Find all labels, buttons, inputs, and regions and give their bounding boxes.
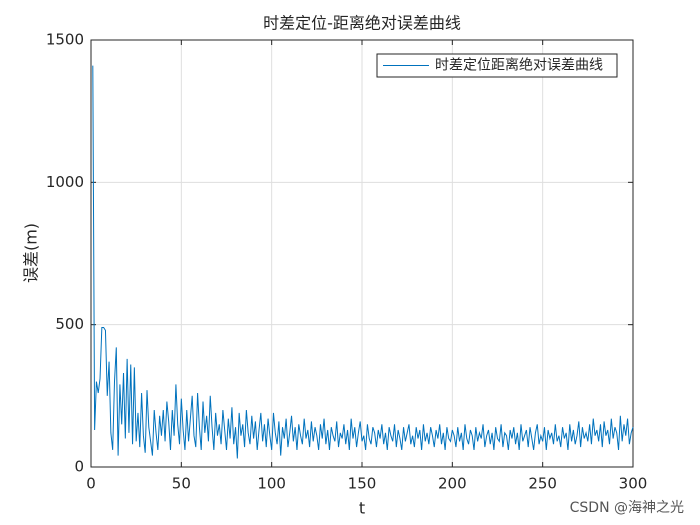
data-line: [92, 65, 634, 459]
x-tick-label: 0: [86, 475, 96, 493]
x-axis-label: t: [359, 499, 365, 518]
y-tick-label: 1000: [46, 173, 84, 191]
x-tick-label: 100: [257, 475, 286, 493]
x-tick-label: 250: [528, 475, 557, 493]
y-tick-label: 0: [74, 458, 84, 476]
legend-box: [376, 53, 618, 78]
axes-box: [90, 39, 634, 468]
x-tick-label: 200: [438, 475, 467, 493]
y-axis-label: 误差(m): [22, 223, 41, 283]
y-tick-label: 1500: [46, 31, 84, 49]
x-tick-label: 150: [348, 475, 377, 493]
watermark: CSDN @海神之光: [570, 500, 684, 516]
legend-label: 时差定位距离绝对误差曲线: [435, 57, 603, 74]
chart-title: 时差定位-距离绝对误差曲线: [263, 14, 461, 33]
x-tick-label: 50: [172, 475, 191, 493]
x-tick-label: 300: [619, 475, 648, 493]
y-tick-label: 500: [55, 315, 84, 333]
